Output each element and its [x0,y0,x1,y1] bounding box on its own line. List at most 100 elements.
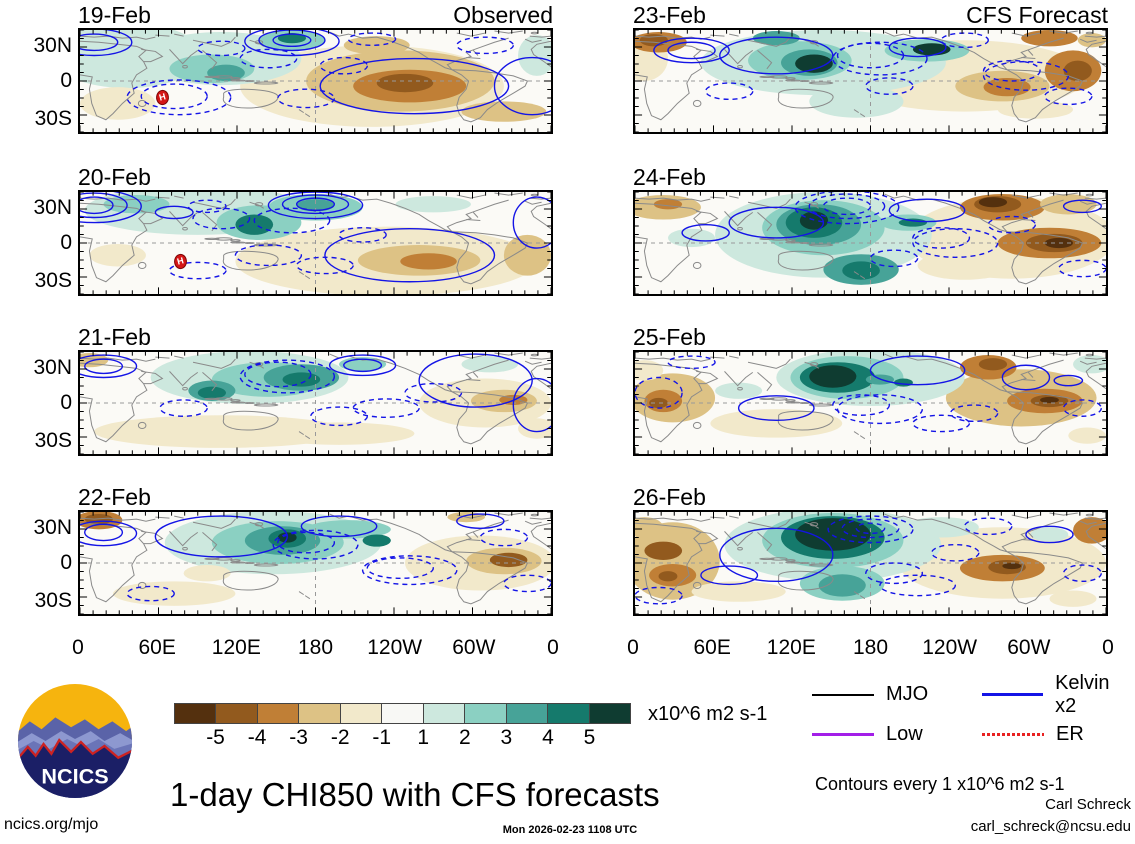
y-tick-label: 0 [60,391,72,414]
map-panel: 25-Feb [633,324,1108,456]
map-plot [633,350,1108,456]
panel-date: 21-Feb [78,324,151,350]
er-line-swatch [982,733,1044,736]
logo-text: NCICS [41,763,108,788]
map-plot: H [78,28,553,134]
colorbar-tick-label: 1 [417,726,430,749]
map-canvas [80,192,551,294]
colorbar-cell [548,704,590,723]
legend-label: ER [1056,723,1084,745]
panel-date: 23-Feb [633,2,706,28]
legend-label: Kelvin x2 [1055,671,1110,717]
legend-item-mjo: MJO [812,683,929,705]
panel-date: 25-Feb [633,324,706,350]
x-tick-label: 0 [627,636,639,659]
panel-source-label: Observed [453,2,553,28]
colorbar-cell [506,704,549,723]
map-plot: H [78,190,553,296]
colorbar-tick-label: 2 [458,726,471,749]
map-panel: 23-Feb CFS Forecast [633,2,1108,134]
legend-item-low: Low [812,723,923,745]
map-canvas [635,352,1106,454]
y-tick-label: 30N [33,196,72,220]
y-tick-label: 0 [60,231,72,254]
kelvin-line-swatch [982,693,1044,696]
x-tick-label: 120W [922,636,978,659]
colorbar-tick-label: -5 [206,726,225,749]
y-tick-label: 30S [34,268,72,292]
y-tick-label: 0 [60,551,72,574]
map-canvas [635,30,1106,132]
website-link: ncics.org/mjo [4,816,99,833]
colorbar-cells [174,703,631,724]
colorbar-tick-label: -3 [289,726,308,749]
map-canvas [80,512,551,614]
x-tick-label: 0 [547,636,559,659]
colorbar-cell [299,704,341,723]
mjo-line-swatch [812,693,874,696]
y-tick-label: 30N [33,356,72,380]
colorbar-tick-label: -1 [372,726,392,749]
legend-label: Low [886,723,923,745]
credit-email: carl_schreck@ncsu.edu [970,818,1131,835]
y-tick-label: 30N [33,34,72,58]
map-plot [78,350,553,456]
contour-note: Contours every 1 x10^6 m2 s-1 [815,774,1065,794]
map-plot [633,190,1108,296]
map-plot [78,510,553,616]
x-tick-label: 60E [138,636,176,659]
colorbar-cell [257,704,300,723]
map-panel: 19-Feb Observed H [78,2,553,134]
map-panel: 20-Feb H [78,164,553,296]
x-tick-label: 60W [1007,636,1051,659]
colorbar-tick-label: 3 [500,726,513,749]
x-tick-label: 180 [852,636,889,659]
x-tick-label: 60E [693,636,731,659]
panel-date: 26-Feb [633,484,706,510]
x-tick-label: 120W [367,636,423,659]
panel-date: 24-Feb [633,164,706,190]
map-canvas [635,192,1106,294]
colorbar-cell [423,704,466,723]
legend-item-er: ER [982,723,1084,745]
x-tick-label: 180 [297,636,334,659]
panel-source-label: CFS Forecast [966,2,1108,28]
panel-date: 22-Feb [78,484,151,510]
y-tick-label: 30S [34,428,72,452]
map-plot [633,510,1108,616]
y-tick-label: 30N [33,516,72,540]
colorbar-tick-label: -2 [330,726,350,749]
map-canvas [635,512,1106,614]
timestamp: Mon 2026-02-23 1108 UTC [502,824,638,836]
figure-title: 1-day CHI850 with CFS forecasts [170,776,660,813]
x-tick-label: 0 [1102,636,1114,659]
legend-label: MJO [886,683,929,705]
colorbar-tick-label: -4 [247,726,267,749]
panel-date: 19-Feb [78,2,151,28]
colorbar-cell [175,704,217,723]
colorbar-tick-label: 5 [583,726,596,749]
map-panel: 21-Feb [78,324,553,456]
x-tick-label: 120E [211,636,261,659]
x-tick-label: 60W [452,636,496,659]
map-panel: 22-Feb [78,484,553,616]
y-tick-label: 0 [60,69,72,92]
x-tick-label: 120E [766,636,816,659]
map-plot [633,28,1108,134]
credit-name: Carl Schreck [1045,796,1131,813]
map-panel: 24-Feb [633,164,1108,296]
low-line-swatch [812,733,874,736]
colorbar-cell [382,704,424,723]
map-canvas [80,352,551,454]
x-tick-label: 0 [72,636,84,659]
colorbar-cell [340,704,383,723]
ncics-logo: NCICS [17,683,133,799]
y-tick-label: 30S [34,588,72,612]
map-panel: 26-Feb [633,484,1108,616]
colorbar-units: x10^6 m2 s-1 [648,703,768,725]
map-canvas [80,30,551,132]
colorbar-cell [216,704,258,723]
panel-date: 20-Feb [78,164,151,190]
colorbar-cell [465,704,507,723]
